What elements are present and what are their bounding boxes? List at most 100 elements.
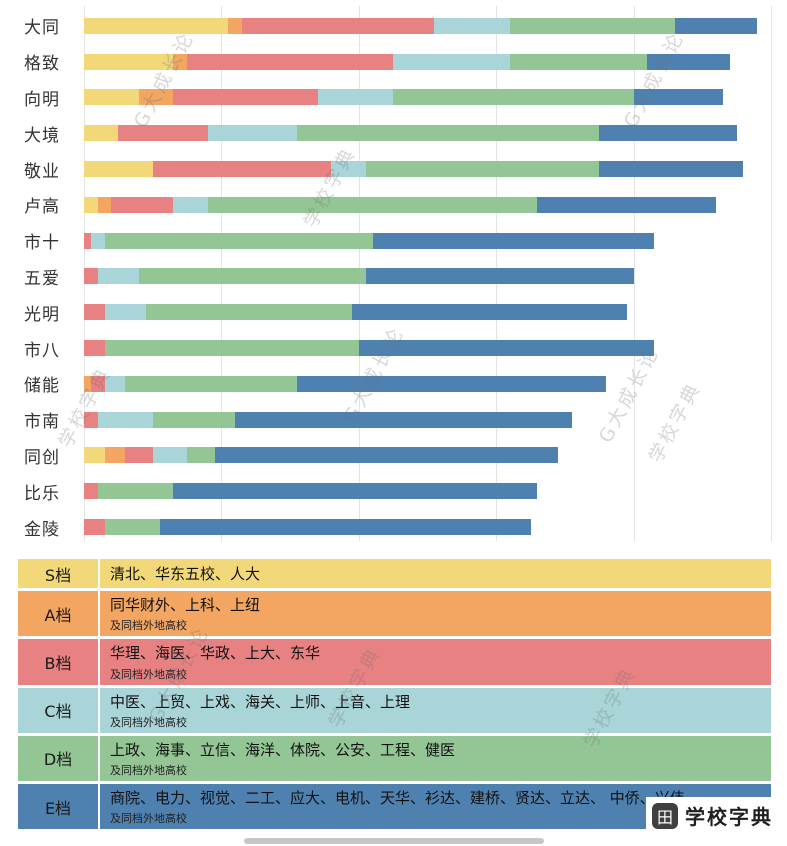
bar-segment-D档: [296, 125, 600, 142]
chart-row: 储能: [0, 366, 771, 402]
bar-segment-E档: [633, 89, 723, 106]
bar-segment-A档: [173, 53, 188, 70]
stacked-bar: [84, 304, 771, 321]
chart-row: 市十: [0, 223, 771, 259]
stacked-bar: [84, 125, 771, 142]
y-axis-label: 大境: [24, 125, 60, 146]
bar-segment-D档: [97, 483, 174, 500]
bar-segment-E档: [296, 375, 607, 392]
y-axis-label: 市十: [24, 233, 60, 254]
bar-segment-B档: [90, 375, 105, 392]
stacked-bar: [84, 17, 771, 34]
bar-track: [84, 232, 771, 249]
bar-segment-B档: [173, 89, 318, 106]
bar-segment-D档: [104, 340, 359, 357]
tier-label: D档: [18, 735, 98, 781]
bar-track: [84, 447, 771, 464]
y-axis-label: 金陵: [24, 519, 60, 540]
bar-segment-C档: [97, 268, 139, 285]
bar-track: [84, 483, 771, 500]
bar-segment-C档: [207, 125, 297, 142]
tier-legend-table: S档 清北、华东五校、人大 A档 同华财外、上科、上纽 及同档外地高校 B档 华理、海医、华…: [18, 559, 771, 830]
scrollbar-handle[interactable]: [243, 838, 544, 844]
bar-segment-B档: [84, 268, 98, 285]
tier-label: A档: [18, 591, 98, 637]
y-axis-label: 比乐: [24, 483, 60, 504]
bar-segment-C档: [331, 161, 366, 178]
bar-segment-E档: [674, 17, 758, 34]
bar-segment-D档: [187, 447, 215, 464]
bar-segment-E档: [365, 268, 634, 285]
y-axis-label: 储能: [24, 376, 60, 397]
tier-schools-cell: 华理、海医、华政、上大、东华 及同档外地高校: [100, 639, 771, 685]
y-axis-label: 敬业: [24, 161, 60, 182]
bar-segment-B档: [118, 125, 208, 142]
bar-segment-B档: [84, 304, 105, 321]
tier-note-text: 及同档外地高校: [110, 764, 187, 777]
chart-row: 大同: [0, 8, 771, 44]
chart-row: 卢高: [0, 187, 771, 223]
stacked-bar: [84, 196, 771, 213]
bar-segment-E档: [647, 53, 730, 70]
bar-segment-A档: [97, 196, 112, 213]
y-axis-label: 大同: [24, 18, 60, 39]
tier-schools-text: 商院、电力、视觉、二工、应大、电机、天华、衫达、建桥、贤达、立达、 中侨、兴伟: [110, 789, 685, 807]
tier-label: E档: [18, 784, 98, 830]
y-axis-label: 格致: [24, 54, 60, 75]
legend-row: D档 上政、海事、立信、海洋、体院、公安、工程、健医及同档外地高校: [18, 735, 771, 781]
bar-segment-D档: [145, 304, 352, 321]
bar-segment-B档: [84, 519, 105, 536]
stacked-bar: [84, 340, 771, 357]
bar-segment-C档: [317, 89, 394, 106]
bar-segment-B档: [152, 161, 332, 178]
chart-row: 五爱: [0, 259, 771, 295]
bar-segment-E档: [537, 196, 716, 213]
chart-row: 向明: [0, 80, 771, 116]
bar-segment-A档: [84, 375, 91, 392]
chart-row: 市八: [0, 330, 771, 366]
chart-row: 大境: [0, 115, 771, 151]
bar-segment-B档: [84, 232, 91, 249]
bar-segment-S档: [84, 161, 153, 178]
chart-row: 同创: [0, 438, 771, 474]
stacked-bar: [84, 53, 771, 70]
chart-row: 格致: [0, 44, 771, 80]
chart-row: 市南: [0, 402, 771, 438]
tier-schools-text: 上政、海事、立信、海洋、体院、公安、工程、健医: [110, 740, 456, 759]
bar-segment-C档: [97, 411, 153, 428]
bar-segment-D档: [509, 53, 648, 70]
bar-segment-A档: [104, 447, 126, 464]
tier-label: S档: [18, 559, 98, 588]
legend-row: C档 中医、上贸、上戏、海关、上师、上音、上理 及同档外地高校: [18, 687, 771, 733]
bar-segment-C档: [434, 17, 510, 34]
gridline: [633, 6, 635, 541]
bar-segment-D档: [207, 196, 538, 213]
bar-segment-C档: [173, 196, 208, 213]
chart-row: 光明: [0, 294, 771, 330]
bar-segment-D档: [152, 411, 236, 428]
stacked-bar: [84, 411, 771, 428]
chart-row: 敬业: [0, 151, 771, 187]
bar-segment-E档: [351, 304, 627, 321]
bar-segment-B档: [125, 447, 153, 464]
bar-segment-C档: [152, 447, 188, 464]
brand-logo-icon: 田: [652, 802, 678, 829]
bar-segment-E档: [372, 232, 655, 249]
bar-track: [84, 89, 771, 106]
y-axis-label: 光明: [24, 304, 60, 325]
y-axis-label: 向明: [24, 89, 60, 110]
stacked-bar: [84, 232, 771, 249]
gridline: [771, 6, 772, 541]
stacked-bar: [84, 519, 771, 536]
bar-segment-S档: [84, 53, 174, 70]
brand-name: 学校字典: [685, 805, 773, 829]
tier-label: B档: [18, 639, 98, 685]
bar-segment-C档: [104, 375, 126, 392]
bar-track: [84, 304, 771, 321]
tier-schools-text: 清北、华东五校、人大: [110, 564, 261, 583]
bar-segment-B档: [187, 53, 394, 70]
bar-track: [84, 125, 771, 142]
stacked-bar-chart: 大同格致向明大境敬业卢高市十五爱光明市八储能市南同创比乐金陵: [0, 6, 772, 541]
y-axis-label: 同创: [24, 447, 60, 468]
